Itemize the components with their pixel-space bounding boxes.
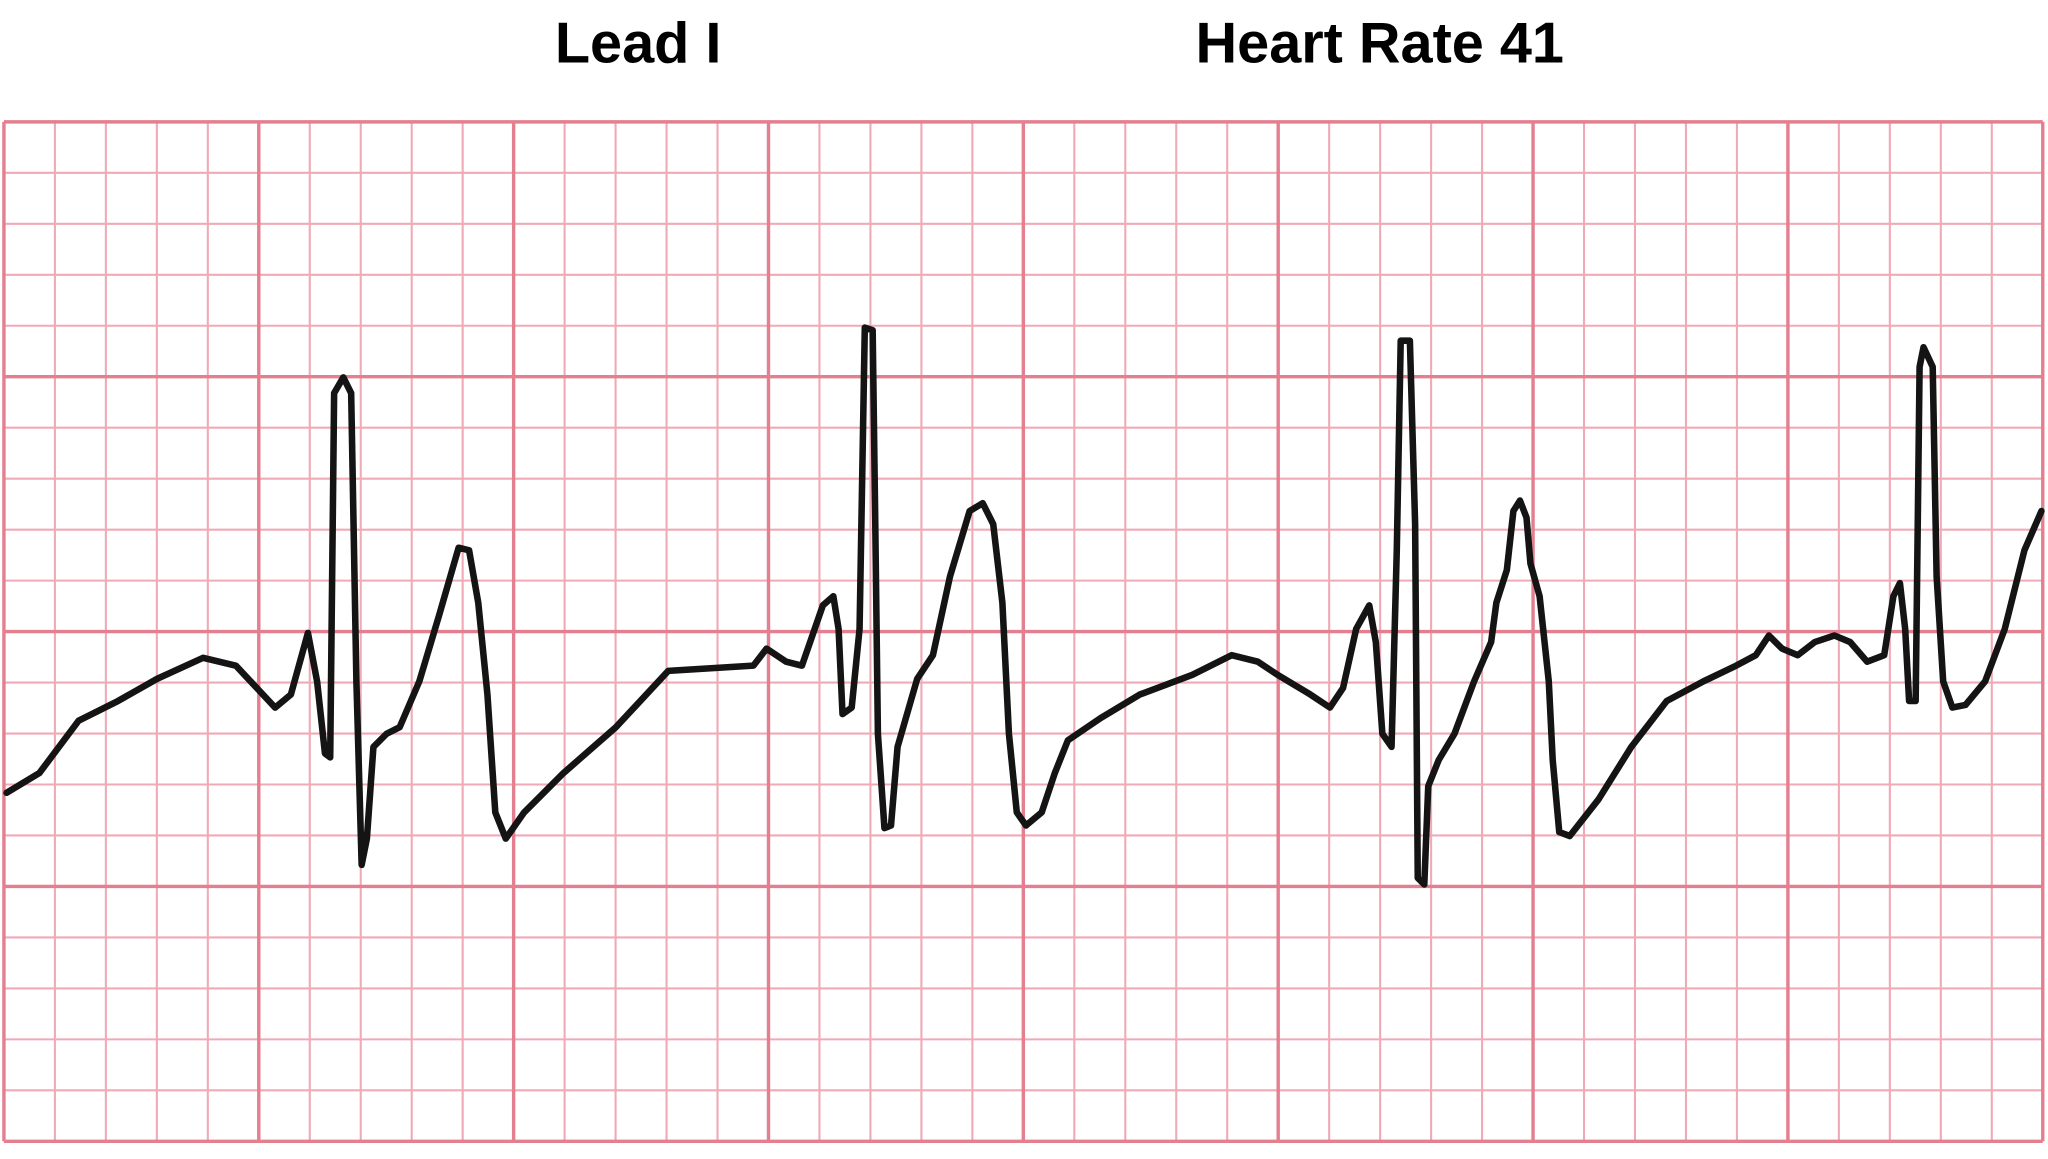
lead-label: Lead I <box>555 11 722 75</box>
ecg-grid <box>2 120 2045 1144</box>
ecg-trace <box>3 324 2045 888</box>
heart-rate-label: Heart Rate 41 <box>1196 11 1564 75</box>
